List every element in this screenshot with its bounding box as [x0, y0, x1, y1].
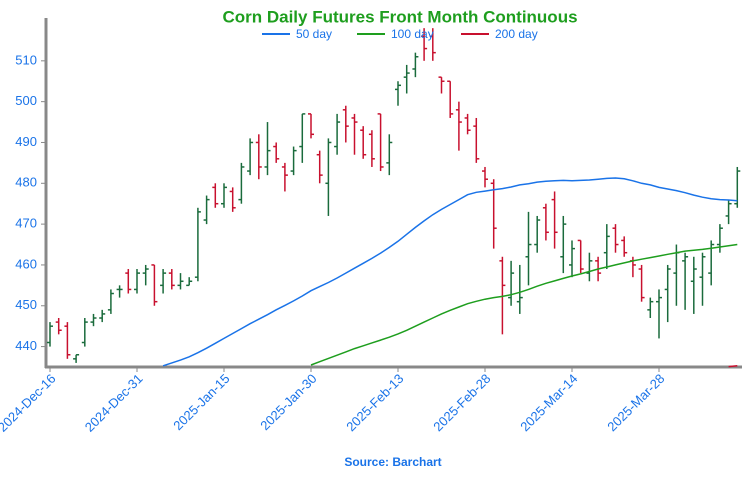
x-tick-label: 2025-Jan-30: [257, 371, 319, 433]
x-tick-label: 2025-Mar-14: [517, 371, 580, 434]
x-tick-label: 2024-Dec-16: [0, 371, 59, 435]
legend-label: 100 day: [391, 27, 434, 41]
y-tick-label: 490: [15, 134, 37, 149]
y-tick-label: 450: [15, 297, 37, 312]
x-tick-label: 2025-Jan-15: [170, 371, 232, 433]
chart-title: Corn Daily Futures Front Month Continuou…: [222, 7, 577, 26]
legend-label: 200 day: [495, 27, 538, 41]
x-tick-label: 2025-Feb-28: [430, 371, 493, 434]
y-tick-label: 470: [15, 216, 37, 231]
source: Source: Barchart: [344, 455, 441, 469]
y-tick-label: 500: [15, 93, 37, 108]
x-tick-label: 2024-Dec-31: [82, 371, 146, 435]
moving-average-line: [162, 177, 738, 367]
x-tick-label: 2025-Mar-28: [604, 371, 667, 434]
x-tick-label: 2025-Feb-13: [343, 371, 406, 434]
y-tick-label: 480: [15, 175, 37, 190]
y-tick-label: 440: [15, 338, 37, 353]
moving-average-line: [728, 365, 738, 368]
y-tick-label: 510: [15, 52, 37, 67]
legend-label: 50 day: [296, 27, 332, 41]
moving-average-line: [310, 243, 738, 366]
y-tick-label: 460: [15, 256, 37, 271]
